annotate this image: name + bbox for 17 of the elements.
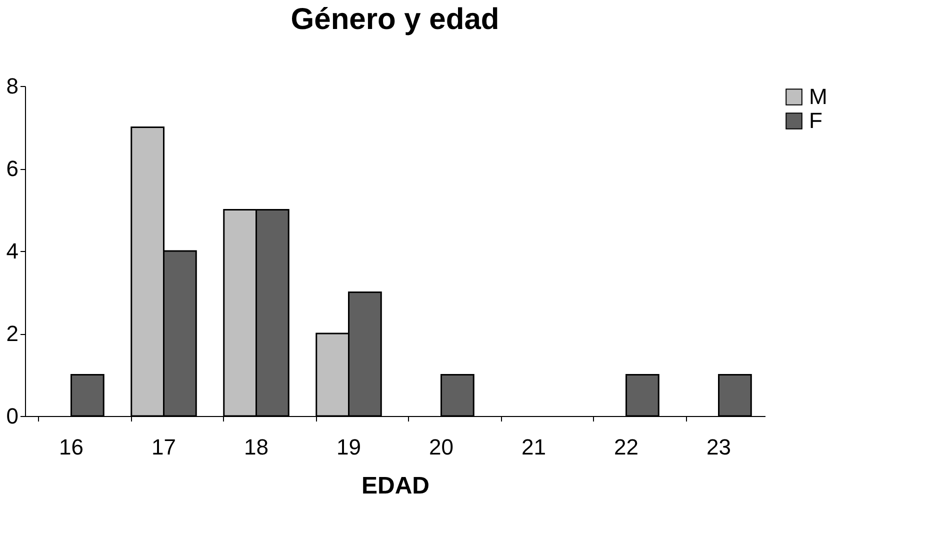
x-tick-label: 20: [429, 434, 454, 460]
x-tick-label: 23: [706, 434, 731, 460]
y-tick-label: 8: [6, 74, 18, 98]
y-tick-label: 2: [6, 321, 18, 346]
x-axis-title: EDAD: [361, 472, 430, 500]
legend-label: F: [809, 108, 822, 133]
x-tick-label: 16: [59, 434, 84, 460]
x-tick-label: 21: [522, 434, 546, 460]
x-tick-label: 19: [336, 434, 361, 460]
chart-title: Género y edad: [290, 3, 500, 36]
x-tick-label: 17: [152, 434, 176, 460]
y-tick-label: 4: [6, 238, 18, 264]
y-tick-label: 6: [6, 156, 18, 181]
x-tick-label: 22: [614, 434, 638, 460]
legend-label: M: [809, 84, 828, 109]
x-tick-label: 18: [244, 434, 268, 460]
y-tick-label: 0: [6, 404, 18, 428]
